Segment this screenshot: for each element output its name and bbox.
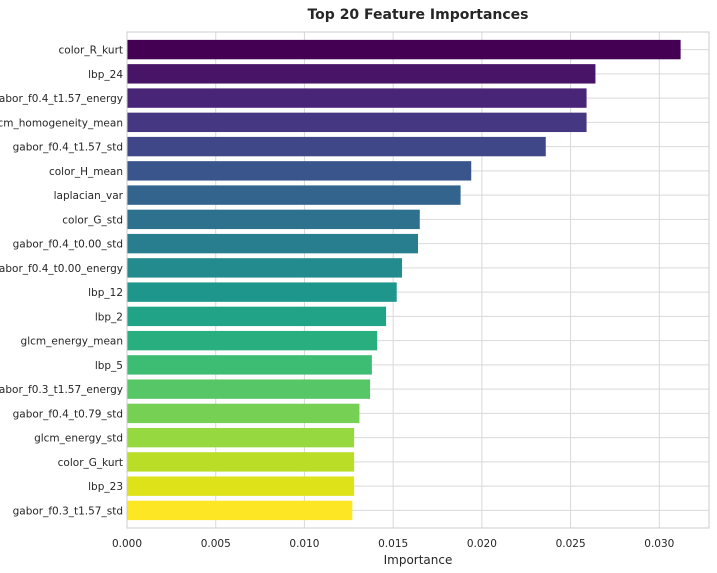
category-label: lbp_23 [88, 481, 123, 493]
bars [127, 39, 681, 521]
bar-glcm-energy-mean [127, 330, 378, 351]
category-label: gabor_f0.3_t1.57_std [13, 505, 123, 517]
category-label: lbp_12 [88, 287, 123, 299]
x-tick-label: 0.015 [378, 538, 408, 550]
category-label: glcm_energy_std [34, 433, 123, 445]
plot-frame [126, 31, 710, 529]
category-label: lbp_5 [95, 360, 123, 372]
x-tick-label: 0.025 [556, 538, 586, 550]
category-label: gabor_f0.4_t0.79_std [13, 408, 123, 420]
bar-gabor-f0-4-t1-57-std [127, 136, 546, 157]
bar-lbp-24 [127, 64, 596, 84]
bar-gabor-f0-4-t0-00-std [127, 233, 418, 254]
category-label: lbp_2 [95, 311, 123, 323]
category-label: lbp_24 [88, 69, 123, 81]
bar-gabor-f0-3-t1-57-energy [127, 379, 371, 399]
bar-color-h-mean [127, 161, 472, 181]
category-label: color_H_mean [49, 166, 123, 178]
category-label: glcm_homogeneity_mean [0, 117, 123, 129]
bar-gabor-f0-4-t1-57-energy [127, 88, 587, 108]
bar-lbp-5 [127, 355, 372, 375]
x-tick-label: 0.010 [289, 538, 319, 550]
x-tick-label: 0.000 [112, 538, 142, 550]
category-label: gabor_f0.4_t1.57_std [13, 142, 123, 154]
category-label: laplacian_var [54, 190, 124, 202]
category-labels: color_R_kurt lbp_24 gabor_f0.4_t1.57_energ… [0, 45, 124, 518]
bar-color-g-std [127, 209, 420, 230]
category-label: color_R_kurt [59, 45, 124, 57]
category-label: gabor_f0.4_t0.00_energy [0, 263, 123, 275]
x-axis-label: Importance [384, 553, 453, 567]
category-label: color_G_kurt [58, 457, 123, 469]
category-label: glcm_energy_mean [21, 336, 123, 348]
chart-title: Top 20 Feature Importances [307, 7, 528, 23]
bar-gabor-f0-4-t0-00-energy [127, 258, 403, 278]
category-label: gabor_f0.3_t1.57_energy [0, 384, 123, 396]
x-tick-label: 0.005 [201, 538, 231, 550]
x-tick-labels: 0.000 0.005 0.010 0.015 0.020 0.025 0.030 [112, 538, 674, 550]
bar-gabor-f0-3-t1-57-std [127, 500, 353, 521]
x-tick-label: 0.030 [644, 538, 674, 550]
bar-lbp-12 [127, 282, 397, 302]
bar-laplacian-var [127, 185, 461, 205]
category-label: gabor_f0.4_t0.00_std [13, 239, 123, 251]
bar-lbp-2 [127, 306, 387, 327]
bar-glcm-homogeneity-mean [127, 112, 587, 133]
x-tick-label: 0.020 [467, 538, 497, 550]
bar-color-r-kurt [127, 39, 681, 60]
bar-glcm-energy-std [127, 427, 355, 448]
bar-gabor-f0-4-t0-79-std [127, 403, 360, 424]
category-label: color_G_std [62, 214, 123, 226]
bar-lbp-23 [127, 476, 355, 496]
bar-color-g-kurt [127, 452, 355, 472]
category-label: gabor_f0.4_t1.57_energy [0, 93, 123, 105]
